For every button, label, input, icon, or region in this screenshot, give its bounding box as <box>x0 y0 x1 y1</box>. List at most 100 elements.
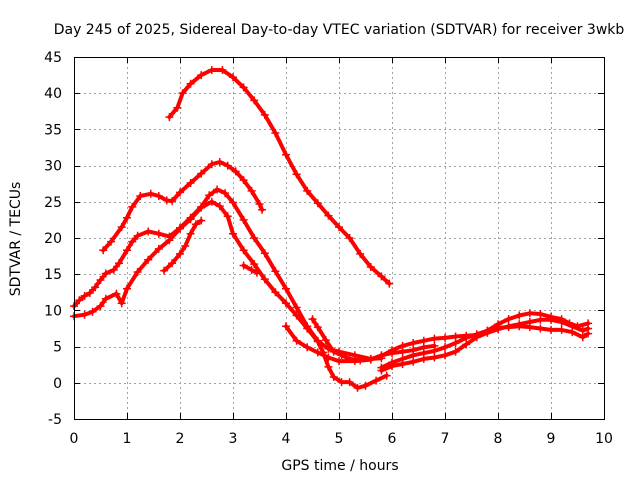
y-axis-label: SDTVAR / TECUs <box>8 182 24 297</box>
y-tick-label: -5 <box>48 412 62 428</box>
data-point <box>186 215 195 224</box>
data-point <box>247 186 256 195</box>
data-point <box>250 260 259 269</box>
data-point <box>258 205 267 214</box>
data-point <box>109 265 118 274</box>
data-point <box>292 336 301 345</box>
data-point <box>252 268 261 277</box>
data-point <box>213 185 222 194</box>
series-arc-3 <box>70 185 386 363</box>
data-point <box>117 223 126 232</box>
data-point <box>215 202 224 211</box>
x-tick-label: 8 <box>494 431 503 447</box>
data-point <box>101 269 110 278</box>
data-point <box>229 198 237 207</box>
data-point <box>239 246 248 255</box>
data-point <box>409 351 418 360</box>
data-point <box>350 357 359 366</box>
data-point <box>133 231 142 240</box>
data-point <box>282 322 290 331</box>
data-point <box>115 259 123 268</box>
series-arc-6 <box>239 261 261 277</box>
y-tick-label: 40 <box>44 86 62 102</box>
data-point <box>282 150 290 159</box>
data-point <box>388 358 396 367</box>
data-point <box>313 337 322 346</box>
data-point <box>335 223 343 232</box>
data-point <box>154 244 163 253</box>
data-point <box>409 339 418 347</box>
x-tick-label: 7 <box>441 431 450 447</box>
data-point <box>385 279 394 288</box>
data-point <box>176 224 184 233</box>
data-point <box>303 343 312 352</box>
data-point <box>335 357 343 366</box>
data-point <box>441 343 449 352</box>
data-point <box>178 89 187 98</box>
data-point <box>536 315 545 324</box>
data-point <box>525 309 534 318</box>
data-point <box>398 347 407 356</box>
x-tick-label: 5 <box>335 431 344 447</box>
x-tick-label: 4 <box>282 431 291 447</box>
data-point <box>441 333 449 342</box>
data-point <box>239 176 248 185</box>
data-point <box>123 213 131 222</box>
data-point <box>260 249 269 258</box>
grid-lines <box>74 57 604 419</box>
data-point <box>168 197 177 206</box>
data-point <box>515 322 524 331</box>
data-point <box>133 268 142 276</box>
data-point <box>250 234 259 242</box>
data-point <box>329 347 338 356</box>
data-point <box>536 324 545 333</box>
data-point <box>223 161 232 170</box>
data-point <box>176 249 184 258</box>
data-point <box>547 325 555 334</box>
data-point <box>260 275 269 284</box>
data-point <box>525 323 534 332</box>
data-point <box>255 200 264 208</box>
data-point <box>377 272 386 281</box>
data-point <box>160 266 169 275</box>
data-point <box>441 351 449 360</box>
data-point <box>215 158 224 166</box>
data-point <box>205 191 214 200</box>
data-point <box>123 246 131 255</box>
data-point <box>584 329 593 338</box>
data-point <box>75 296 84 305</box>
data-point <box>504 323 513 332</box>
data-point <box>186 179 195 187</box>
x-tick-label: 9 <box>547 431 556 447</box>
data-point <box>345 234 354 242</box>
y-tick-label: 0 <box>53 376 62 392</box>
data-point <box>271 267 280 276</box>
data-point <box>313 323 322 332</box>
series-trail <box>167 68 392 286</box>
data-point <box>207 197 216 206</box>
data-point <box>223 212 232 221</box>
data-point <box>107 237 116 246</box>
data-point <box>271 129 280 137</box>
data-point <box>136 192 145 200</box>
data-point <box>123 284 131 293</box>
data-point <box>197 169 206 178</box>
y-tick-label: 20 <box>44 231 62 247</box>
data-point <box>91 283 100 292</box>
series-arc-2 <box>99 158 267 255</box>
x-tick-label: 3 <box>229 431 238 447</box>
data-point <box>128 237 137 246</box>
data-point <box>88 307 97 316</box>
data-point <box>324 353 333 362</box>
data-point <box>207 160 216 169</box>
data-point <box>80 291 89 300</box>
data-point <box>303 186 312 195</box>
data-point <box>515 311 524 320</box>
data-point <box>324 211 333 220</box>
data-point <box>146 189 155 198</box>
data-point <box>231 167 240 176</box>
y-tick-label: 45 <box>44 50 62 66</box>
data-point <box>239 83 248 92</box>
data-point <box>372 376 381 385</box>
x-tick-label: 6 <box>388 431 397 447</box>
